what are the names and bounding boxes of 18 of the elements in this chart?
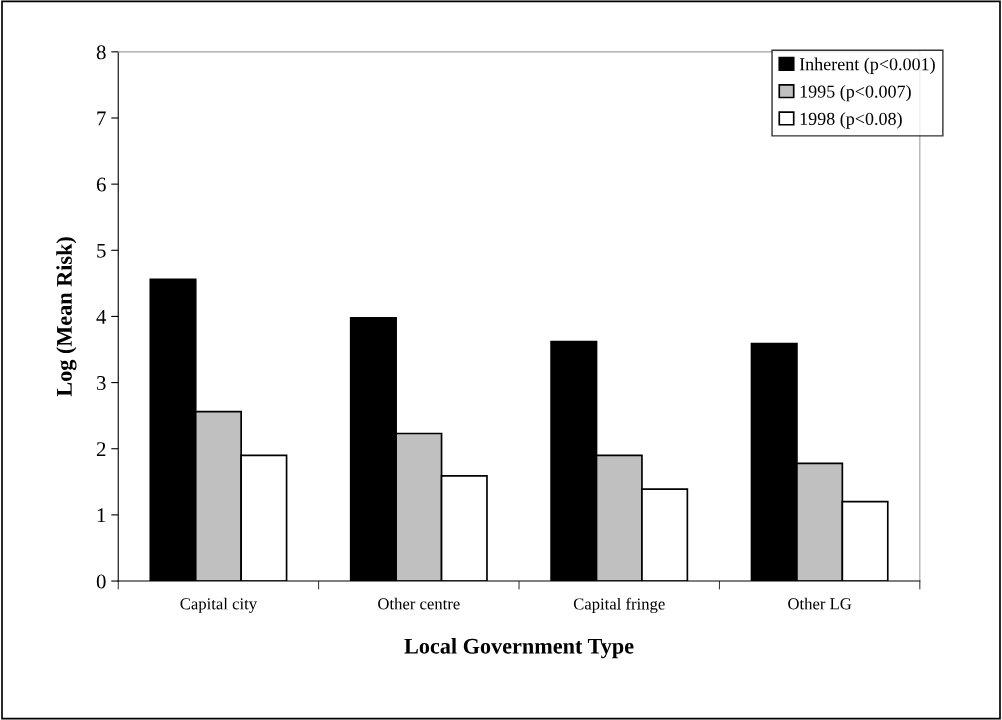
legend-label: Inherent (p<0.001) <box>799 57 935 74</box>
x-tick-label: Other centre <box>378 597 460 610</box>
y-tick-label: 4 <box>96 309 107 324</box>
legend-label: 1998 (p<0.08) <box>800 112 902 129</box>
x-tick-label: Capital city <box>180 597 258 613</box>
legend-label: 1995 (p<0.007) <box>800 84 911 102</box>
x-tick-label: Other LG <box>788 597 852 610</box>
y-axis-title: Log (Mean Risk) <box>56 237 77 397</box>
x-tick-label: Capital fringe <box>573 597 665 614</box>
y-tick-label: 6 <box>96 177 106 192</box>
y-tick-label: 1 <box>97 508 106 523</box>
y-tick-label: 7 <box>97 111 106 126</box>
x-axis-title: Local Government Type <box>404 638 634 659</box>
y-tick-label: 2 <box>96 442 106 456</box>
y-tick-label: 5 <box>97 243 106 258</box>
y-tick-label: 0 <box>96 574 106 589</box>
y-tick-label: 3 <box>97 376 106 391</box>
y-tick-label: 8 <box>96 45 106 60</box>
